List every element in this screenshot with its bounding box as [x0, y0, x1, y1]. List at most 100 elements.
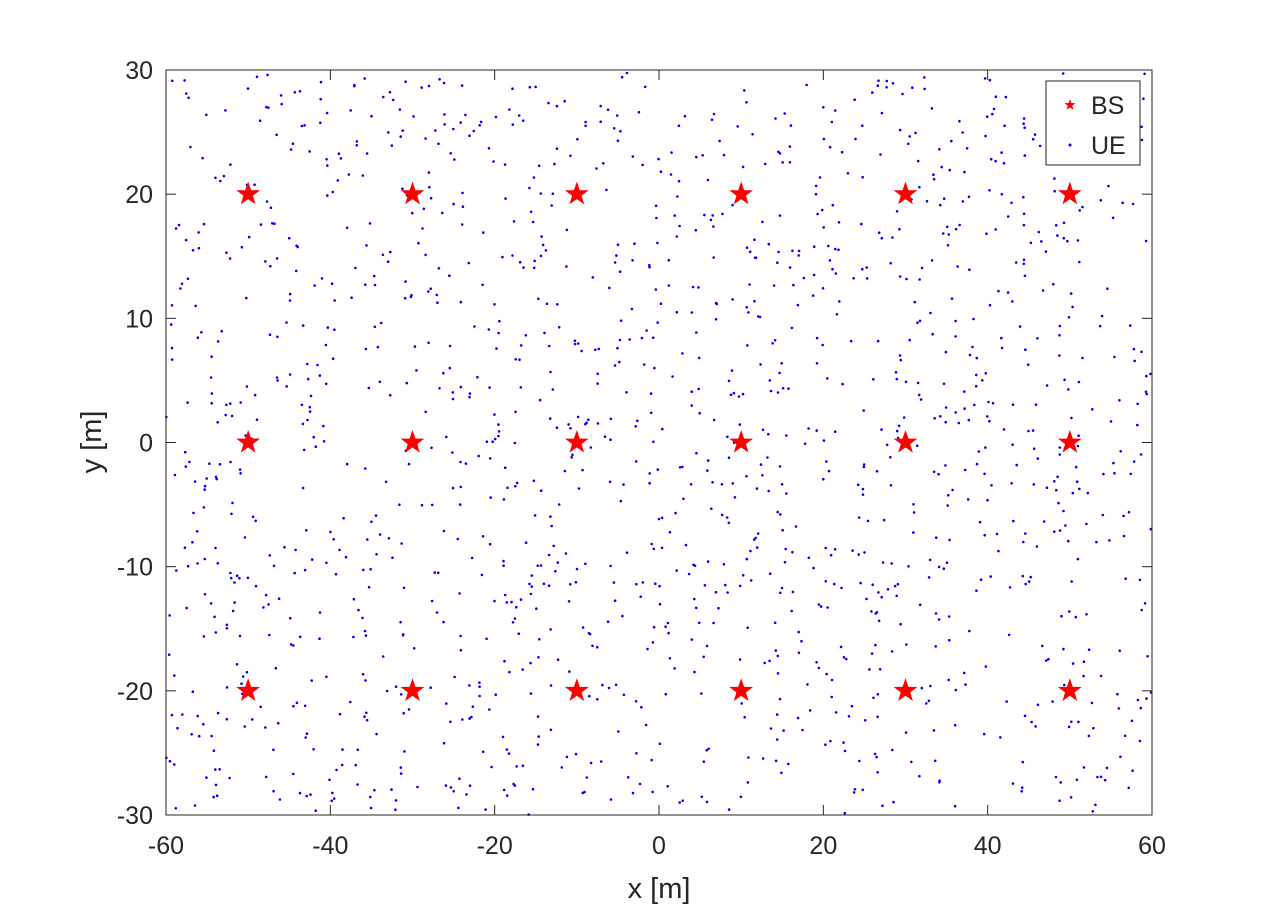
ue-point: [549, 370, 552, 374]
ue-point: [490, 765, 493, 769]
ue-point: [1116, 692, 1119, 696]
ue-point: [370, 520, 373, 524]
ue-point: [539, 489, 543, 493]
ue-point: [631, 791, 635, 795]
ue-point: [712, 112, 716, 116]
ue-point: [507, 752, 511, 755]
ue-point: [1036, 703, 1040, 707]
bs-point: [1057, 429, 1082, 453]
ue-point: [781, 161, 784, 164]
ue-point: [186, 401, 189, 404]
ue-point: [822, 226, 825, 229]
ue-point: [634, 425, 637, 428]
ue-point: [986, 498, 989, 502]
ue-point: [639, 595, 642, 598]
ue-point: [977, 450, 981, 453]
ue-point: [693, 564, 697, 568]
ue-point: [886, 588, 890, 591]
ue-point: [1102, 472, 1105, 476]
y-tick-label: -20: [117, 678, 153, 706]
ue-point: [844, 657, 848, 661]
ue-point: [183, 79, 186, 82]
ue-point: [326, 164, 329, 167]
ue-point: [521, 764, 525, 768]
ue-point: [365, 711, 368, 715]
ue-point: [937, 472, 940, 476]
ue-point: [780, 362, 783, 365]
ue-point: [555, 147, 559, 150]
ue-point: [837, 248, 840, 252]
ue-point: [465, 793, 468, 796]
ue-point: [468, 684, 471, 687]
ue-point: [268, 554, 272, 557]
ue-point: [170, 304, 174, 307]
ue-point: [779, 513, 782, 516]
ue-point: [778, 152, 782, 155]
ue-point: [363, 77, 367, 80]
ue-point: [361, 616, 364, 620]
ue-point: [365, 152, 369, 155]
ue-point: [697, 356, 701, 360]
ue-point: [756, 532, 760, 535]
ue-point: [1044, 250, 1048, 253]
ue-point: [737, 395, 741, 398]
ue-point: [295, 701, 299, 705]
ue-point: [229, 571, 232, 575]
ue-point: [1054, 775, 1058, 779]
ue-point: [861, 267, 864, 271]
ue-point: [285, 385, 289, 388]
ue-point: [726, 435, 729, 439]
ue-point: [641, 163, 644, 167]
ue-point: [648, 263, 651, 267]
ue-point: [1011, 782, 1015, 785]
ue-point: [364, 634, 368, 637]
ue-point: [491, 440, 494, 444]
ue-point: [899, 622, 902, 626]
ue-point: [210, 355, 213, 359]
ue-point: [601, 683, 604, 687]
ue-point: [214, 176, 217, 180]
ue-point: [1090, 701, 1094, 705]
ue-point: [862, 409, 865, 412]
ue-point: [1076, 239, 1080, 242]
ue-point: [919, 398, 923, 401]
ue-point: [776, 654, 780, 658]
ue-point: [292, 704, 295, 708]
bs-point: [236, 181, 261, 205]
ue-point: [1109, 420, 1113, 423]
ue-point: [651, 641, 655, 644]
ue-point: [614, 683, 618, 687]
ue-point: [1011, 403, 1015, 407]
ue-point: [1144, 390, 1148, 394]
ue-point: [407, 708, 411, 711]
ue-point: [876, 715, 879, 719]
ue-point: [215, 794, 219, 797]
ue-point: [781, 528, 784, 532]
ue-point: [245, 670, 249, 674]
ue-point: [239, 401, 242, 404]
ue-point: [549, 684, 553, 687]
ue-point: [342, 516, 345, 520]
ue-point: [767, 489, 770, 493]
ue-point: [616, 139, 620, 142]
ue-point: [518, 358, 521, 362]
ue-point: [1024, 532, 1027, 535]
ue-point: [402, 586, 406, 590]
ue-point: [777, 250, 780, 254]
ue-point: [246, 576, 250, 580]
ue-point: [1021, 574, 1025, 578]
ue-point: [984, 665, 988, 668]
ue-point: [1095, 540, 1098, 544]
ue-point: [712, 225, 715, 228]
ue-point: [235, 663, 239, 666]
ue-point: [784, 547, 787, 551]
ue-point: [538, 398, 542, 402]
ue-point: [727, 379, 731, 383]
ue-point: [684, 543, 688, 547]
ue-point: [689, 483, 693, 486]
ue-point: [536, 564, 539, 567]
ue-point: [458, 592, 461, 595]
ue-point: [202, 635, 206, 638]
ue-point: [1038, 144, 1042, 148]
ue-point: [660, 516, 664, 520]
